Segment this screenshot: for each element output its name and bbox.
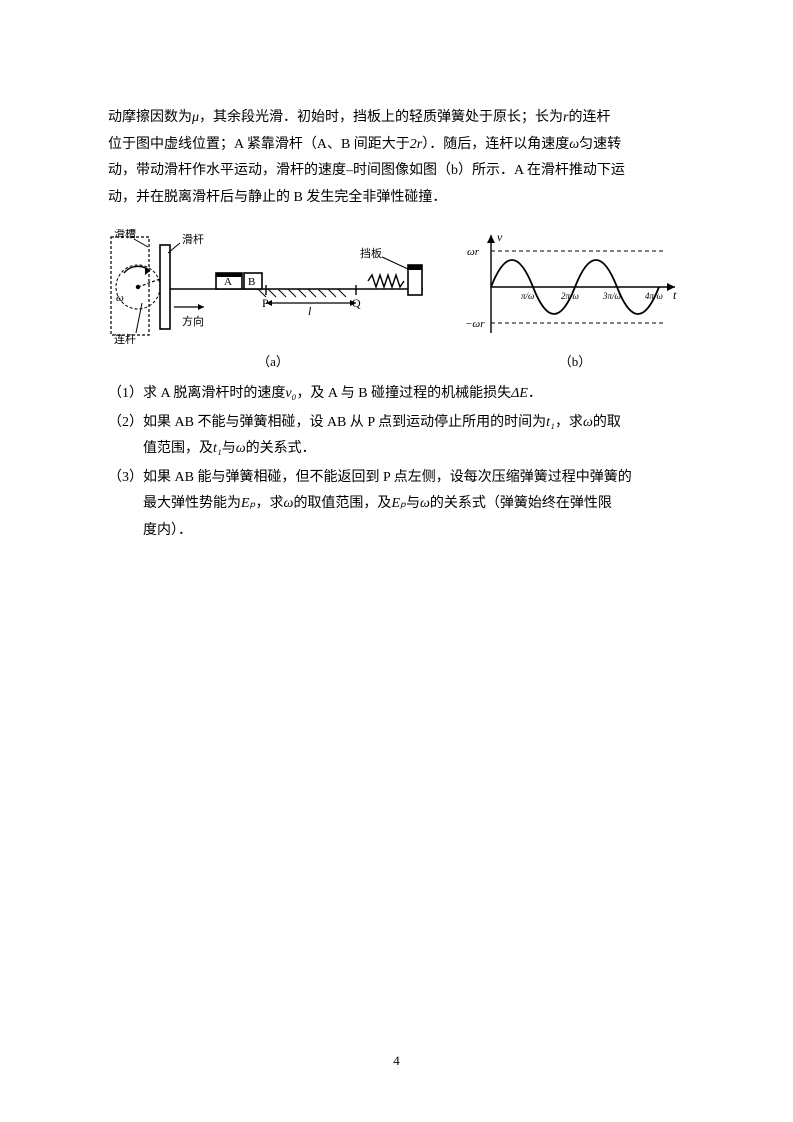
label-omega-top: ω	[116, 292, 124, 304]
sym-omega2: ω	[420, 496, 430, 511]
tick-y-top: ωr	[467, 246, 480, 258]
label-B: B	[248, 276, 255, 288]
label-huacao: 滑槽	[114, 229, 136, 240]
sym-omega: ω	[583, 415, 593, 430]
txt: 度内）．	[143, 518, 685, 545]
sym-Ep: Eₚ	[241, 496, 256, 511]
txt: ，其余段光滑．初始时，挡板上的轻质弹簧处于原长；长为	[199, 110, 563, 125]
txt: ）．随后，连杆以角速度	[422, 137, 569, 152]
sym-Ep2: Eₚ	[391, 496, 406, 511]
sym-v0: v₀	[285, 386, 296, 401]
txt: 如果 AB 不能与弹簧相碰，设 AB 从 P 点到运动停止所用的时间为	[143, 415, 546, 430]
txt: 如果 AB 能与弹簧相碰，但不能返回到 P 点左侧，设每次压缩弹簧过程中弹簧的	[143, 465, 685, 492]
txt: 求 A 脱离滑杆时的速度	[143, 386, 285, 401]
figure-row: ω 滑槽 滑杆 连杆 方向	[108, 229, 685, 375]
figure-b-caption: （b）	[559, 350, 592, 375]
txt: 与	[406, 496, 420, 511]
tick-x1: π/ω	[521, 291, 534, 301]
figure-b-svg: t v ωr −ωr π/ω 2π/ω 3π/ω 4π/ω	[465, 229, 685, 344]
tick-x2: 2π/ω	[561, 291, 579, 301]
txt: 的关系式．	[246, 441, 316, 456]
sym-dE: ΔE	[511, 386, 528, 401]
txt: 值范围，及	[143, 441, 213, 456]
q2-num: （2）	[108, 410, 143, 437]
label-dangban: 挡板	[360, 246, 382, 260]
txt: 最大弹性势能为	[143, 496, 241, 511]
q3-num: （3）	[108, 465, 143, 492]
sym-mu: μ	[192, 110, 199, 125]
txt: 匀速转	[579, 137, 621, 152]
sym-omega2: ω	[236, 441, 246, 456]
txt: 的连杆	[568, 110, 610, 125]
sym-t1: t₁	[546, 415, 555, 430]
txt: 位于图中虚线位置；A 紧靠滑杆（A、B 间距大于	[108, 137, 410, 152]
q1-num: （1）	[108, 381, 143, 408]
txt: 动，并在脱离滑杆后与静止的 B 发生完全非弹性碰撞．	[108, 185, 685, 212]
question-1: （1） 求 A 脱离滑杆时的速度v₀，及 A 与 B 碰撞过程的机械能损失ΔE．	[108, 381, 685, 408]
figure-a: ω 滑槽 滑杆 连杆 方向	[108, 229, 438, 375]
txt: ，求	[555, 415, 583, 430]
page-number: 4	[0, 1049, 793, 1074]
intro-paragraph: 动摩擦因数为μ，其余段光滑．初始时，挡板上的轻质弹簧处于原长；长为r的连杆 位于…	[108, 105, 685, 211]
sym-omega: ω	[569, 137, 579, 152]
label-l: l	[308, 304, 312, 318]
txt: 动摩擦因数为	[108, 110, 192, 125]
question-2: （2） 如果 AB 不能与弹簧相碰，设 AB 从 P 点到运动停止所用的时间为t…	[108, 410, 685, 463]
txt: 的取值范围，及	[293, 496, 391, 511]
txt: 动，带动滑杆作水平运动，滑杆的速度–时间图像如图（b）所示．A 在滑杆推动下运	[108, 158, 685, 185]
tick-x4: 4π/ω	[645, 291, 663, 301]
txt: ，求	[256, 496, 284, 511]
label-huagan: 滑杆	[182, 232, 204, 246]
txt: 的取	[593, 415, 621, 430]
txt: 与	[222, 441, 236, 456]
label-fangxiang: 方向	[182, 314, 204, 328]
sym-2r: 2r	[410, 137, 422, 152]
label-lianggan: 连杆	[114, 332, 136, 344]
axis-x: t	[673, 288, 677, 302]
figure-a-caption: （a）	[257, 350, 289, 375]
question-3: （3） 如果 AB 能与弹簧相碰，但不能返回到 P 点左侧，设每次压缩弹簧过程中…	[108, 465, 685, 545]
figure-b: t v ωr −ωr π/ω 2π/ω 3π/ω 4π/ω （b）	[465, 229, 685, 375]
sym-omega: ω	[284, 496, 294, 511]
txt: ，及 A 与 B 碰撞过程的机械能损失	[296, 386, 511, 401]
figure-a-svg: ω 滑槽 滑杆 连杆 方向	[108, 229, 438, 344]
txt: ．	[528, 386, 542, 401]
txt: 的关系式（弹簧始终在弹性限	[430, 496, 612, 511]
tick-x3: 3π/ω	[602, 291, 621, 301]
sym-t1b: t₁	[213, 441, 222, 456]
axis-y: v	[497, 230, 503, 244]
question-list: （1） 求 A 脱离滑杆时的速度v₀，及 A 与 B 碰撞过程的机械能损失ΔE．…	[108, 381, 685, 545]
tick-y-bot: −ωr	[465, 318, 485, 330]
label-A: A	[224, 276, 232, 288]
